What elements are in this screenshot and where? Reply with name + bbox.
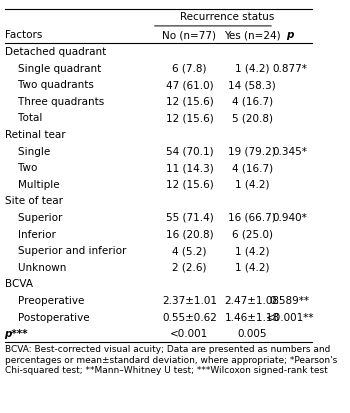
Text: 55 (71.4): 55 (71.4) <box>166 213 213 223</box>
Text: 16 (66.7): 16 (66.7) <box>228 213 276 223</box>
Text: Site of tear: Site of tear <box>5 197 63 206</box>
Text: Single quadrant: Single quadrant <box>5 64 101 74</box>
Text: 12 (15.6): 12 (15.6) <box>166 180 213 190</box>
Text: 6 (7.8): 6 (7.8) <box>172 64 206 74</box>
Text: Detached quadrant: Detached quadrant <box>5 47 106 57</box>
Text: Unknown: Unknown <box>5 263 66 273</box>
Text: 11 (14.3): 11 (14.3) <box>166 163 213 173</box>
Text: <0.001**: <0.001** <box>265 313 314 323</box>
Text: 16 (20.8): 16 (20.8) <box>166 230 213 240</box>
Text: No (n=77): No (n=77) <box>162 30 216 40</box>
Text: 1 (4.2): 1 (4.2) <box>235 263 270 273</box>
Text: BCVA: BCVA <box>5 279 33 290</box>
Text: Two quadrants: Two quadrants <box>5 80 93 90</box>
Text: Postoperative: Postoperative <box>5 313 89 323</box>
Text: Superior and inferior: Superior and inferior <box>5 246 126 256</box>
Text: 2.37±1.01: 2.37±1.01 <box>162 296 217 306</box>
Text: Yes (n=24): Yes (n=24) <box>224 30 280 40</box>
Text: 0.877*: 0.877* <box>272 64 307 74</box>
Text: BCVA: Best-corrected visual acuity; Data are presented as numbers and
percentage: BCVA: Best-corrected visual acuity; Data… <box>5 345 337 375</box>
Text: 19 (79.2): 19 (79.2) <box>228 147 276 157</box>
Text: 1 (4.2): 1 (4.2) <box>235 180 270 190</box>
Text: 47 (61.0): 47 (61.0) <box>166 80 213 90</box>
Text: 0.55±0.62: 0.55±0.62 <box>162 313 217 323</box>
Text: <0.001: <0.001 <box>170 329 209 339</box>
Text: Preoperative: Preoperative <box>5 296 84 306</box>
Text: Multiple: Multiple <box>5 180 59 190</box>
Text: 1 (4.2): 1 (4.2) <box>235 64 270 74</box>
Text: 0.345*: 0.345* <box>272 147 307 157</box>
Text: Single: Single <box>5 147 50 157</box>
Text: 4 (5.2): 4 (5.2) <box>172 246 206 256</box>
Text: 0.589**: 0.589** <box>270 296 310 306</box>
Text: Superior: Superior <box>5 213 62 223</box>
Text: 12 (15.6): 12 (15.6) <box>166 114 213 123</box>
Text: 2 (2.6): 2 (2.6) <box>172 263 206 273</box>
Text: Retinal tear: Retinal tear <box>5 130 65 140</box>
Text: Total: Total <box>5 114 42 123</box>
Text: 0.005: 0.005 <box>237 329 267 339</box>
Text: Two: Two <box>5 163 37 173</box>
Text: 0.940*: 0.940* <box>272 213 307 223</box>
Text: 14 (58.3): 14 (58.3) <box>228 80 276 90</box>
Text: Factors: Factors <box>5 30 42 40</box>
Text: 1.46±1.18: 1.46±1.18 <box>225 313 280 323</box>
Text: 4 (16.7): 4 (16.7) <box>232 97 273 107</box>
Text: Recurrence status: Recurrence status <box>180 12 274 22</box>
Text: 4 (16.7): 4 (16.7) <box>232 163 273 173</box>
Text: 5 (20.8): 5 (20.8) <box>232 114 273 123</box>
Text: 2.47±1.08: 2.47±1.08 <box>225 296 280 306</box>
Text: Three quadrants: Three quadrants <box>5 97 104 107</box>
Text: 6 (25.0): 6 (25.0) <box>232 230 273 240</box>
Text: p: p <box>286 30 293 40</box>
Text: 54 (70.1): 54 (70.1) <box>166 147 213 157</box>
Text: 12 (15.6): 12 (15.6) <box>166 97 213 107</box>
Text: Inferior: Inferior <box>5 230 55 240</box>
Text: p***: p*** <box>5 329 28 339</box>
Text: 1 (4.2): 1 (4.2) <box>235 246 270 256</box>
